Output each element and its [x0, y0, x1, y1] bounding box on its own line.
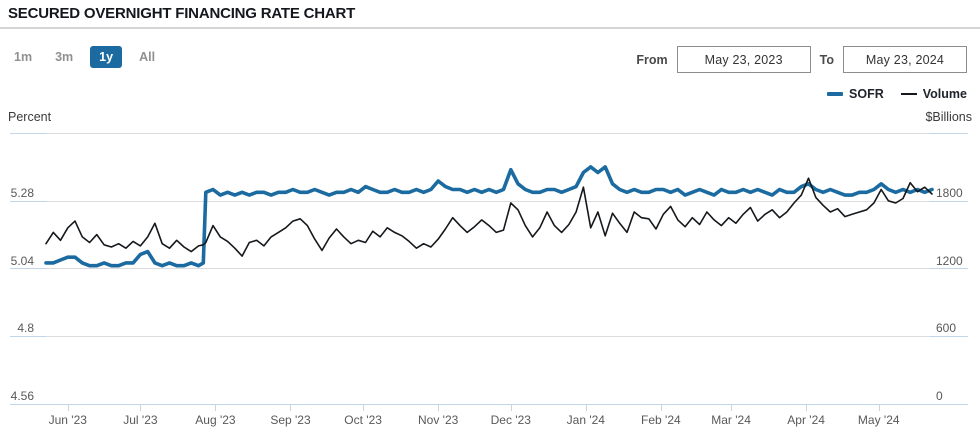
- right-axis-title: $Billions: [925, 110, 972, 124]
- y-axis-label-right: 1200: [936, 253, 963, 268]
- x-axis-label: Jun '23: [48, 413, 87, 427]
- range-button-1m[interactable]: 1m: [14, 50, 33, 64]
- x-axis-tick: [67, 405, 69, 411]
- x-axis-label: May '24: [857, 413, 900, 427]
- x-axis-tick: [140, 405, 142, 411]
- x-axis-label: Dec '23: [490, 413, 531, 427]
- sofr-line-swatch-icon: [827, 92, 844, 96]
- gridline: [10, 201, 968, 202]
- range-button-3m[interactable]: 3m: [55, 50, 74, 64]
- x-axis-tick: [731, 405, 733, 411]
- legend-label-volume: Volume: [922, 87, 967, 101]
- x-axis-tick: [215, 405, 217, 411]
- from-label: From: [636, 52, 668, 67]
- to-label: To: [819, 52, 834, 67]
- x-axis-label: Feb '24: [641, 413, 681, 427]
- x-axis-tick: [290, 405, 292, 411]
- legend-label-sofr: SOFR: [849, 87, 884, 101]
- x-axis-line: [10, 404, 968, 405]
- x-axis-tick: [438, 405, 440, 411]
- gridline: [10, 336, 968, 337]
- x-axis-label: Oct '23: [344, 413, 382, 427]
- x-axis-tick: [806, 405, 808, 411]
- range-button-1y[interactable]: 1y: [90, 46, 123, 68]
- x-axis-label: Jan '24: [566, 413, 605, 427]
- left-axis-title: Percent: [8, 110, 52, 124]
- volume-line-swatch-icon: [900, 93, 917, 95]
- x-axis-tick: [363, 405, 365, 411]
- x-axis-label: Apr '24: [787, 413, 825, 427]
- volume-line: [45, 177, 933, 257]
- y-axis-label-left: 5.28: [10, 185, 34, 200]
- x-axis-label: Aug '23: [195, 413, 236, 427]
- y-axis-label-right: 600: [936, 321, 957, 336]
- x-axis-label: Jul '23: [123, 413, 158, 427]
- range-selector: 1m 3m 1y All: [8, 46, 161, 68]
- y-axis-label-right: 1800: [936, 185, 963, 200]
- x-axis-label: Nov '23: [418, 413, 459, 427]
- x-axis-tick: [585, 405, 587, 411]
- x-axis-tick: [660, 405, 662, 411]
- y-axis-label-left: 5.04: [10, 253, 34, 268]
- range-button-all[interactable]: All: [139, 50, 156, 64]
- y-axis-label-left: 4.8: [17, 321, 34, 336]
- x-axis-tick: [878, 405, 880, 411]
- y-axis-label-left: 4.56: [10, 389, 34, 403]
- page-title: SECURED OVERNIGHT FINANCING RATE CHART: [8, 5, 356, 22]
- sofr-line: [44, 165, 934, 268]
- legend-item-sofr[interactable]: SOFR: [827, 87, 884, 101]
- gridline: [10, 268, 968, 269]
- title-separator: [0, 27, 980, 29]
- from-date-input[interactable]: [676, 46, 811, 73]
- legend-item-volume[interactable]: Volume: [900, 87, 967, 101]
- gridline: [10, 133, 968, 134]
- date-range-controls: From To: [636, 46, 967, 73]
- chart-legend: SOFR Volume: [827, 87, 967, 101]
- x-axis-tick: [510, 405, 512, 411]
- x-axis-label: Sep '23: [270, 413, 311, 427]
- to-date-input[interactable]: [843, 46, 967, 73]
- y-axis-label-right: 0: [936, 389, 943, 403]
- x-axis-label: Mar '24: [711, 413, 751, 427]
